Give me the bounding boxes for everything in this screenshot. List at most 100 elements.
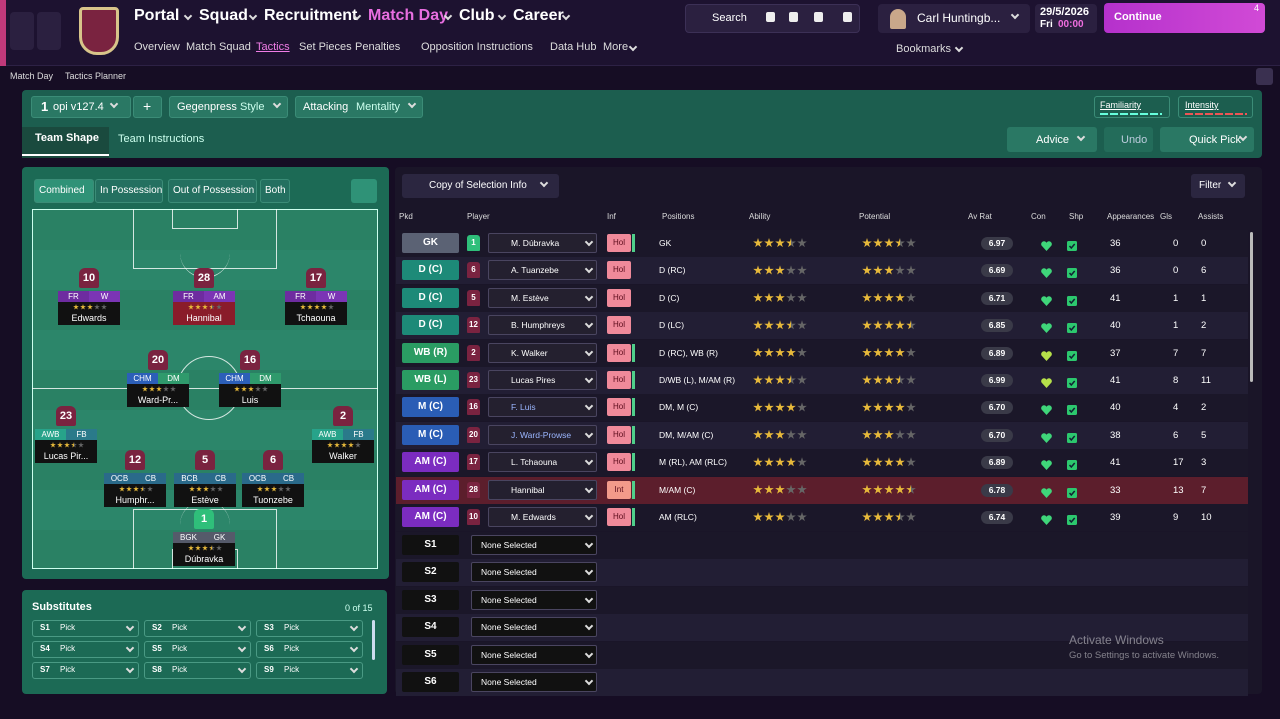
shirt[interactable] — [195, 450, 215, 470]
filter-button[interactable] — [1191, 174, 1245, 198]
toolbar-icon[interactable] — [814, 12, 823, 22]
sub-nav-item[interactable]: Data Hub — [550, 41, 597, 53]
shirt[interactable] — [333, 406, 353, 426]
breadcrumb[interactable]: Match Day — [10, 71, 54, 81]
column-header[interactable]: Gls — [1160, 212, 1172, 221]
position-badge[interactable]: D (C) — [402, 260, 459, 281]
sub-badge[interactable]: S6 — [402, 672, 459, 692]
sub-nav-item[interactable]: Opposition Instructions — [421, 41, 533, 53]
nav-item[interactable]: Club — [459, 7, 495, 24]
intensity[interactable]: Intensity — [1185, 100, 1219, 110]
sub-slot[interactable] — [144, 641, 251, 658]
shirt[interactable] — [263, 450, 283, 470]
column-header[interactable]: Player — [467, 212, 490, 221]
mode-toggle[interactable] — [260, 179, 290, 203]
shirt[interactable] — [194, 268, 214, 288]
club-crest[interactable] — [79, 7, 119, 55]
player-select[interactable] — [488, 233, 597, 253]
action-button[interactable] — [1104, 127, 1153, 152]
position-badge[interactable]: D (C) — [402, 287, 459, 308]
position-badge[interactable]: M (C) — [402, 397, 459, 418]
nav-item[interactable]: Career — [513, 7, 564, 24]
column-header[interactable]: Assists — [1198, 212, 1224, 221]
player-select[interactable] — [488, 452, 597, 473]
column-header[interactable]: Positions — [662, 212, 695, 221]
player-select[interactable] — [488, 287, 597, 308]
sub-nav-item[interactable]: Set Pieces — [299, 41, 352, 53]
column-header[interactable]: Potential — [859, 212, 891, 221]
position-badge[interactable]: AM (C) — [402, 452, 459, 473]
player-select[interactable] — [471, 589, 597, 610]
column-header[interactable]: Shp — [1069, 212, 1084, 221]
close-button[interactable] — [1256, 68, 1273, 85]
sub-slot[interactable] — [32, 641, 139, 658]
tactic-select[interactable] — [31, 96, 131, 118]
familiarity[interactable]: Familiarity — [1100, 100, 1142, 110]
scrollbar[interactable] — [1250, 232, 1253, 382]
add-tactic[interactable] — [133, 96, 162, 118]
continue-button[interactable] — [1104, 3, 1265, 33]
mode-toggle[interactable] — [34, 179, 94, 203]
position-badge[interactable]: M (C) — [402, 424, 459, 445]
player-select[interactable] — [488, 507, 597, 527]
action-button[interactable] — [1007, 127, 1097, 152]
player-select[interactable] — [471, 644, 597, 665]
position-badge[interactable]: AM (C) — [402, 507, 459, 527]
player-select[interactable] — [471, 672, 597, 692]
toolbar-icon[interactable] — [766, 12, 775, 22]
column-header[interactable]: Con — [1031, 212, 1046, 221]
toolbar-icon[interactable] — [843, 12, 852, 22]
forward-button[interactable] — [37, 12, 61, 50]
position-badge[interactable]: GK — [402, 233, 459, 253]
back-button[interactable] — [10, 12, 34, 50]
sub-slot[interactable] — [256, 620, 363, 637]
shirt[interactable] — [125, 450, 145, 470]
player-select[interactable] — [488, 479, 597, 500]
player-select[interactable] — [488, 424, 597, 445]
player-select[interactable] — [471, 535, 597, 555]
shirt[interactable] — [56, 406, 76, 426]
column-header[interactable]: Ability — [749, 212, 771, 221]
player-select[interactable] — [471, 562, 597, 583]
player-select[interactable] — [488, 342, 597, 363]
nav-item[interactable]: Squad — [199, 7, 248, 24]
sub-nav-item[interactable]: Penalties — [355, 41, 401, 53]
sub-slot[interactable] — [256, 641, 363, 658]
column-header[interactable]: Pkd — [399, 212, 413, 221]
sub-badge[interactable]: S1 — [402, 535, 459, 555]
sub-nav-item[interactable]: Match Squad — [186, 41, 251, 53]
player-select[interactable] — [488, 397, 597, 418]
sub-slot[interactable] — [144, 620, 251, 637]
search-button[interactable]: Search — [712, 12, 747, 24]
position-badge[interactable]: WB (R) — [402, 342, 459, 363]
shirt[interactable] — [240, 350, 260, 370]
player-select[interactable] — [488, 260, 597, 281]
shirt[interactable] — [306, 268, 326, 288]
mode-toggle[interactable] — [95, 179, 163, 203]
column-header[interactable]: Av Rat — [968, 212, 992, 221]
copy-button[interactable] — [402, 174, 559, 198]
position-badge[interactable]: AM (C) — [402, 479, 459, 500]
sub-badge[interactable]: S5 — [402, 644, 459, 665]
toolbar-icon[interactable] — [789, 12, 798, 22]
shirt[interactable] — [148, 350, 168, 370]
mentality-select[interactable] — [295, 96, 423, 118]
sub-slot[interactable] — [144, 662, 251, 679]
action-button[interactable] — [1160, 127, 1254, 152]
sub-slot[interactable] — [32, 662, 139, 679]
sub-nav-item[interactable]: Tactics — [256, 41, 290, 53]
style-select[interactable] — [169, 96, 288, 118]
sub-badge[interactable]: S3 — [402, 589, 459, 610]
sub-badge[interactable]: S2 — [402, 562, 459, 583]
column-header[interactable]: Appearances — [1107, 212, 1155, 221]
nav-item[interactable]: Match Day — [368, 7, 449, 24]
player-select[interactable] — [488, 315, 597, 336]
sub-badge[interactable]: S4 — [402, 617, 459, 638]
sub-nav-item[interactable]: Overview — [134, 41, 180, 53]
player-select[interactable] — [471, 617, 597, 638]
position-badge[interactable]: WB (L) — [402, 370, 459, 390]
tab[interactable]: Team Shape — [35, 132, 99, 144]
collapse-button[interactable] — [351, 179, 377, 203]
nav-item[interactable]: Recruitment — [264, 7, 358, 24]
shirt[interactable] — [79, 268, 99, 288]
